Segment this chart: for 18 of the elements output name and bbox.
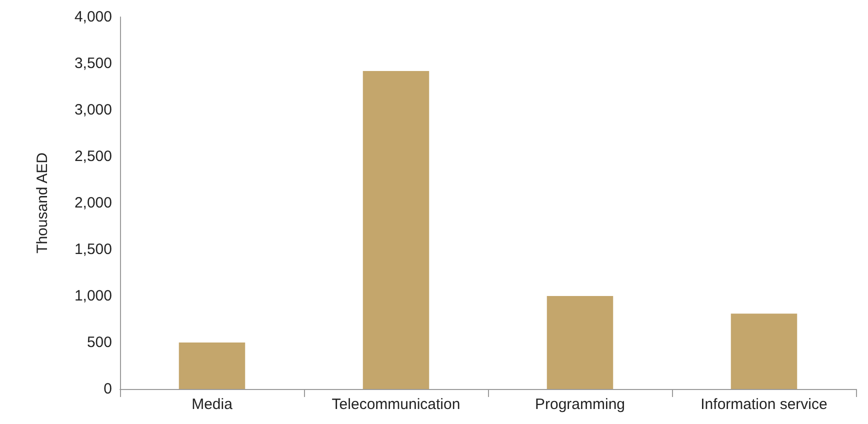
y-tick-label: 0 — [104, 380, 112, 398]
x-tick-label: Telecommunication — [332, 396, 460, 413]
bar — [362, 70, 430, 389]
y-tick-label: 3,500 — [74, 55, 112, 72]
y-tick-label: 1,000 — [74, 288, 112, 304]
x-tick-label: Information service — [700, 396, 828, 413]
y-tick-label: 2,500 — [74, 148, 112, 165]
y-tick-label: 3,000 — [74, 102, 112, 118]
x-tick-label: Programming — [534, 396, 626, 413]
bar — [178, 342, 246, 389]
y-tick-label: 1,500 — [74, 241, 112, 258]
y-tick-label: 4,000 — [74, 8, 112, 26]
bar — [730, 314, 798, 389]
y-tick-label: 500 — [86, 334, 112, 351]
y-axis-title: Thousand AED — [34, 152, 51, 254]
y-tick-label: 2,000 — [74, 194, 112, 212]
x-tick-label: Media — [192, 396, 234, 413]
bar — [546, 296, 614, 389]
